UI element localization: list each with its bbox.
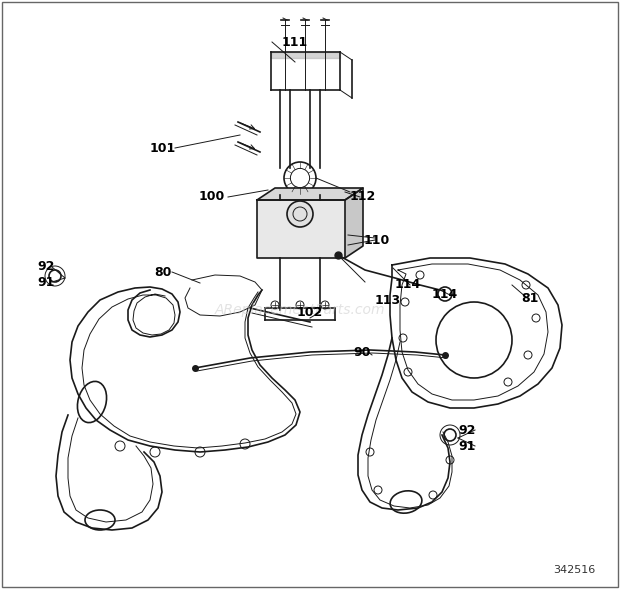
- Text: 90: 90: [353, 346, 371, 359]
- Text: 342516: 342516: [553, 565, 595, 575]
- Circle shape: [287, 201, 313, 227]
- Text: 113: 113: [375, 293, 401, 306]
- Text: 92: 92: [37, 260, 55, 273]
- Text: 102: 102: [297, 306, 323, 319]
- Text: 80: 80: [154, 266, 172, 279]
- Text: 81: 81: [521, 292, 539, 305]
- Text: 114: 114: [395, 279, 421, 292]
- Text: 92: 92: [458, 423, 476, 436]
- Text: 111: 111: [282, 35, 308, 48]
- Text: AReplacementParts.com: AReplacementParts.com: [215, 303, 385, 317]
- Polygon shape: [345, 188, 363, 258]
- Text: 101: 101: [150, 141, 176, 154]
- Text: 91: 91: [37, 276, 55, 289]
- Text: 110: 110: [364, 233, 390, 247]
- Text: 91: 91: [458, 439, 476, 452]
- Polygon shape: [257, 188, 363, 200]
- Text: 114: 114: [432, 289, 458, 302]
- Polygon shape: [257, 200, 345, 258]
- Text: 112: 112: [350, 190, 376, 204]
- Text: 100: 100: [199, 190, 225, 204]
